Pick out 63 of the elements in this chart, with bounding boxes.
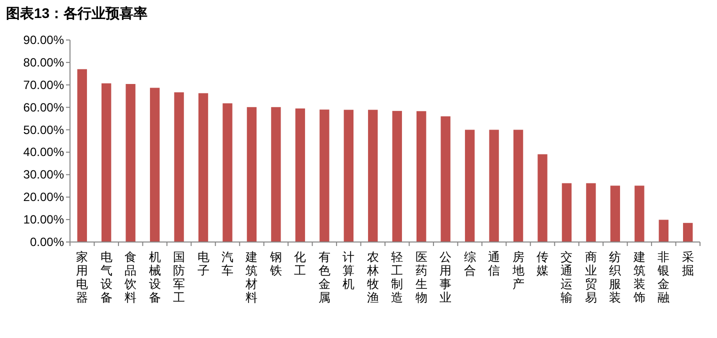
bar xyxy=(198,93,208,242)
x-tick-label: 综合 xyxy=(464,250,476,278)
x-tick-label: 建筑装饰 xyxy=(632,250,646,304)
x-tick-label: 商业贸易 xyxy=(584,250,597,304)
bar xyxy=(489,130,499,242)
bar xyxy=(295,108,306,242)
bar xyxy=(562,183,572,242)
x-tick-label: 医药生物 xyxy=(415,250,428,304)
x-tick-label: 公用事业 xyxy=(440,250,452,304)
x-tick-label: 钢铁 xyxy=(268,250,282,278)
x-tick-label: 电气设备 xyxy=(100,250,112,304)
y-tick-label: 0.00% xyxy=(30,235,64,249)
x-tick-label: 计算机 xyxy=(342,250,355,291)
x-tick-label: 轻工制造 xyxy=(391,250,404,304)
bar xyxy=(77,69,87,242)
bar xyxy=(150,88,160,242)
bar xyxy=(126,84,136,242)
x-tick-label: 房地产 xyxy=(511,250,524,291)
y-tick-label: 10.00% xyxy=(23,212,64,227)
bar xyxy=(586,183,596,242)
x-tick-label: 国防军工 xyxy=(173,250,186,304)
bar xyxy=(102,83,112,242)
x-tick-label: 采掘 xyxy=(682,250,694,278)
x-tick-label: 化工 xyxy=(294,250,306,278)
y-tick-label: 30.00% xyxy=(23,168,64,182)
bar xyxy=(416,111,426,242)
bar xyxy=(344,110,354,242)
y-tick-label: 60.00% xyxy=(23,100,64,114)
bar xyxy=(610,186,620,242)
y-tick-label: 90.00% xyxy=(23,33,64,47)
x-tick-label: 食品饮料 xyxy=(124,250,137,304)
bar xyxy=(440,116,450,242)
bar xyxy=(683,222,693,242)
bar xyxy=(538,154,548,242)
x-tick-label: 交通运输 xyxy=(560,250,573,304)
bar xyxy=(174,92,184,242)
bar xyxy=(513,130,524,242)
x-tick-label: 有色金属 xyxy=(318,250,330,304)
y-tick-label: 80.00% xyxy=(23,55,64,70)
y-tick-label: 20.00% xyxy=(23,190,64,204)
y-tick-label: 50.00% xyxy=(23,122,64,137)
bar xyxy=(464,130,475,242)
x-tick-label: 农林牧渔 xyxy=(366,250,379,304)
bar xyxy=(222,103,232,242)
chart-title: 图表13：各行业预喜率 xyxy=(6,5,148,21)
bar xyxy=(246,107,257,242)
bar xyxy=(271,107,281,242)
bar xyxy=(320,110,330,242)
x-tick-label: 通信 xyxy=(488,250,500,278)
bar xyxy=(634,186,644,242)
x-tick-label: 传媒 xyxy=(536,250,548,278)
x-tick-label: 家用电器 xyxy=(76,250,88,304)
bar xyxy=(392,110,402,242)
x-tick-label: 汽车 xyxy=(222,250,234,278)
x-tick-label: 非银金融 xyxy=(656,250,670,304)
x-tick-label: 纺织服装 xyxy=(609,250,622,304)
y-tick-label: 70.00% xyxy=(23,78,64,92)
x-tick-label: 建筑材料 xyxy=(244,250,258,304)
bar xyxy=(368,110,378,242)
x-tick-label: 电子 xyxy=(197,250,210,278)
y-tick-label: 40.00% xyxy=(23,145,64,160)
x-tick-label: 机械设备 xyxy=(148,250,161,304)
bar xyxy=(658,220,668,242)
